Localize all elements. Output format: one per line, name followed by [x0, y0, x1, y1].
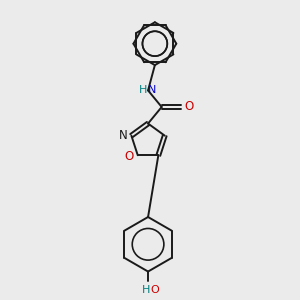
Text: H: H [139, 85, 147, 95]
Text: N: N [119, 129, 128, 142]
Text: O: O [124, 150, 134, 163]
Text: O: O [184, 100, 193, 113]
Text: O: O [150, 285, 159, 295]
Text: N: N [148, 85, 156, 95]
Text: H: H [142, 285, 150, 295]
